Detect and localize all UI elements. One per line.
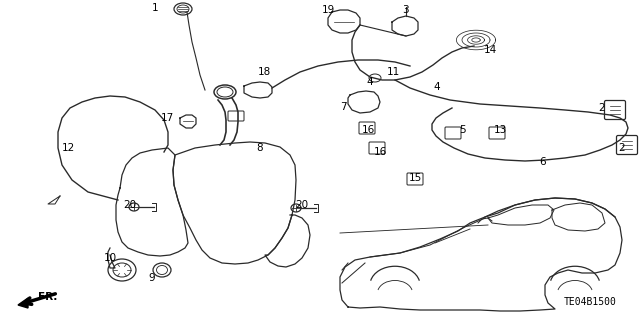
Text: 16: 16 (362, 125, 374, 135)
Text: 18: 18 (257, 67, 271, 77)
Text: 4: 4 (367, 77, 373, 87)
Text: 8: 8 (257, 143, 263, 153)
Text: 7: 7 (340, 102, 346, 112)
Text: 2: 2 (619, 143, 625, 153)
FancyBboxPatch shape (228, 111, 244, 121)
Text: FR.: FR. (38, 292, 58, 302)
FancyBboxPatch shape (616, 136, 637, 154)
FancyBboxPatch shape (369, 142, 385, 154)
Text: 3: 3 (402, 5, 408, 15)
Text: 16: 16 (373, 147, 387, 157)
Text: 17: 17 (161, 113, 173, 123)
FancyBboxPatch shape (445, 127, 461, 139)
Text: 5: 5 (459, 125, 465, 135)
Text: 20: 20 (124, 200, 136, 210)
Text: 2: 2 (598, 103, 605, 113)
FancyBboxPatch shape (407, 173, 423, 185)
Text: 1: 1 (152, 3, 158, 13)
FancyBboxPatch shape (605, 100, 625, 120)
Text: 13: 13 (493, 125, 507, 135)
Text: 12: 12 (61, 143, 75, 153)
Text: 20: 20 (296, 200, 308, 210)
Text: 10: 10 (104, 253, 116, 263)
Text: 9: 9 (148, 273, 156, 283)
Text: 11: 11 (387, 67, 399, 77)
Text: 15: 15 (408, 173, 422, 183)
Text: TE04B1500: TE04B1500 (564, 297, 616, 307)
Text: 6: 6 (540, 157, 547, 167)
FancyBboxPatch shape (359, 122, 375, 134)
FancyBboxPatch shape (489, 127, 505, 139)
Polygon shape (18, 298, 28, 308)
Text: 14: 14 (483, 45, 497, 55)
Text: 4: 4 (434, 82, 440, 92)
Text: 19: 19 (321, 5, 335, 15)
